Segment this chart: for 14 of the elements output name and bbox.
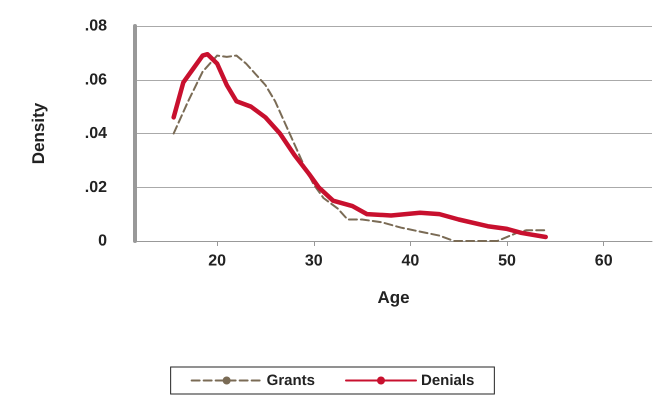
legend-label: Denials — [420, 372, 474, 389]
y-tick-label: .02 — [84, 178, 108, 196]
x-tick-label: 60 — [594, 252, 613, 270]
y-tick-label: 0 — [98, 232, 108, 250]
legend-label: Grants — [266, 372, 316, 389]
y-axis-title: Density — [29, 102, 48, 164]
x-tick-label: 20 — [208, 252, 226, 270]
y-tick-label: .04 — [84, 125, 108, 142]
y-tick-label: .08 — [84, 18, 108, 34]
x-axis-title: Age — [377, 288, 410, 307]
x-tick-label: 40 — [402, 252, 420, 270]
x-tick-label: 50 — [498, 252, 516, 270]
y-tick-label: .06 — [84, 71, 108, 88]
x-tick-label: 30 — [304, 252, 323, 270]
